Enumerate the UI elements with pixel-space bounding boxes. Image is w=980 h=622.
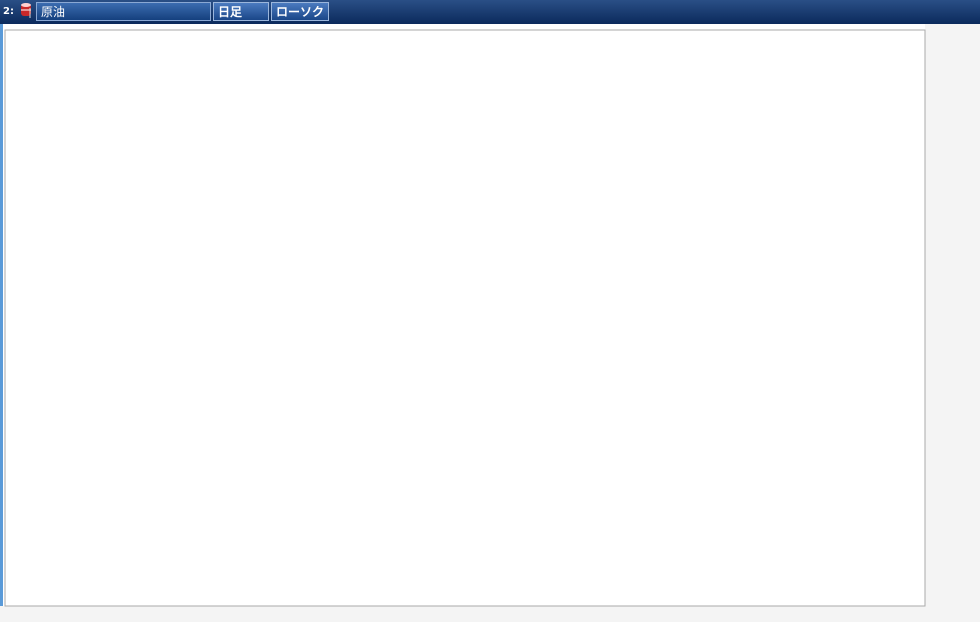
slot-label: 2: xyxy=(3,6,14,17)
chart xyxy=(0,24,980,622)
y-axis-bg xyxy=(925,24,980,622)
style-button[interactable]: ローソク xyxy=(271,2,329,21)
instrument-icon: 40.0045.0050.0055.0060.0065.0070.0075.00… xyxy=(20,2,980,598)
toolbar: 2: 40.0045.0050.0055.0060.0065.0070.0075… xyxy=(0,0,980,598)
x-axis-bg xyxy=(0,606,980,622)
instrument-field[interactable]: 原油 xyxy=(36,2,211,21)
period-button[interactable]: 日足 xyxy=(213,2,269,21)
chart-bg xyxy=(0,24,980,622)
plot-frame xyxy=(4,29,926,607)
left-border xyxy=(0,24,3,622)
